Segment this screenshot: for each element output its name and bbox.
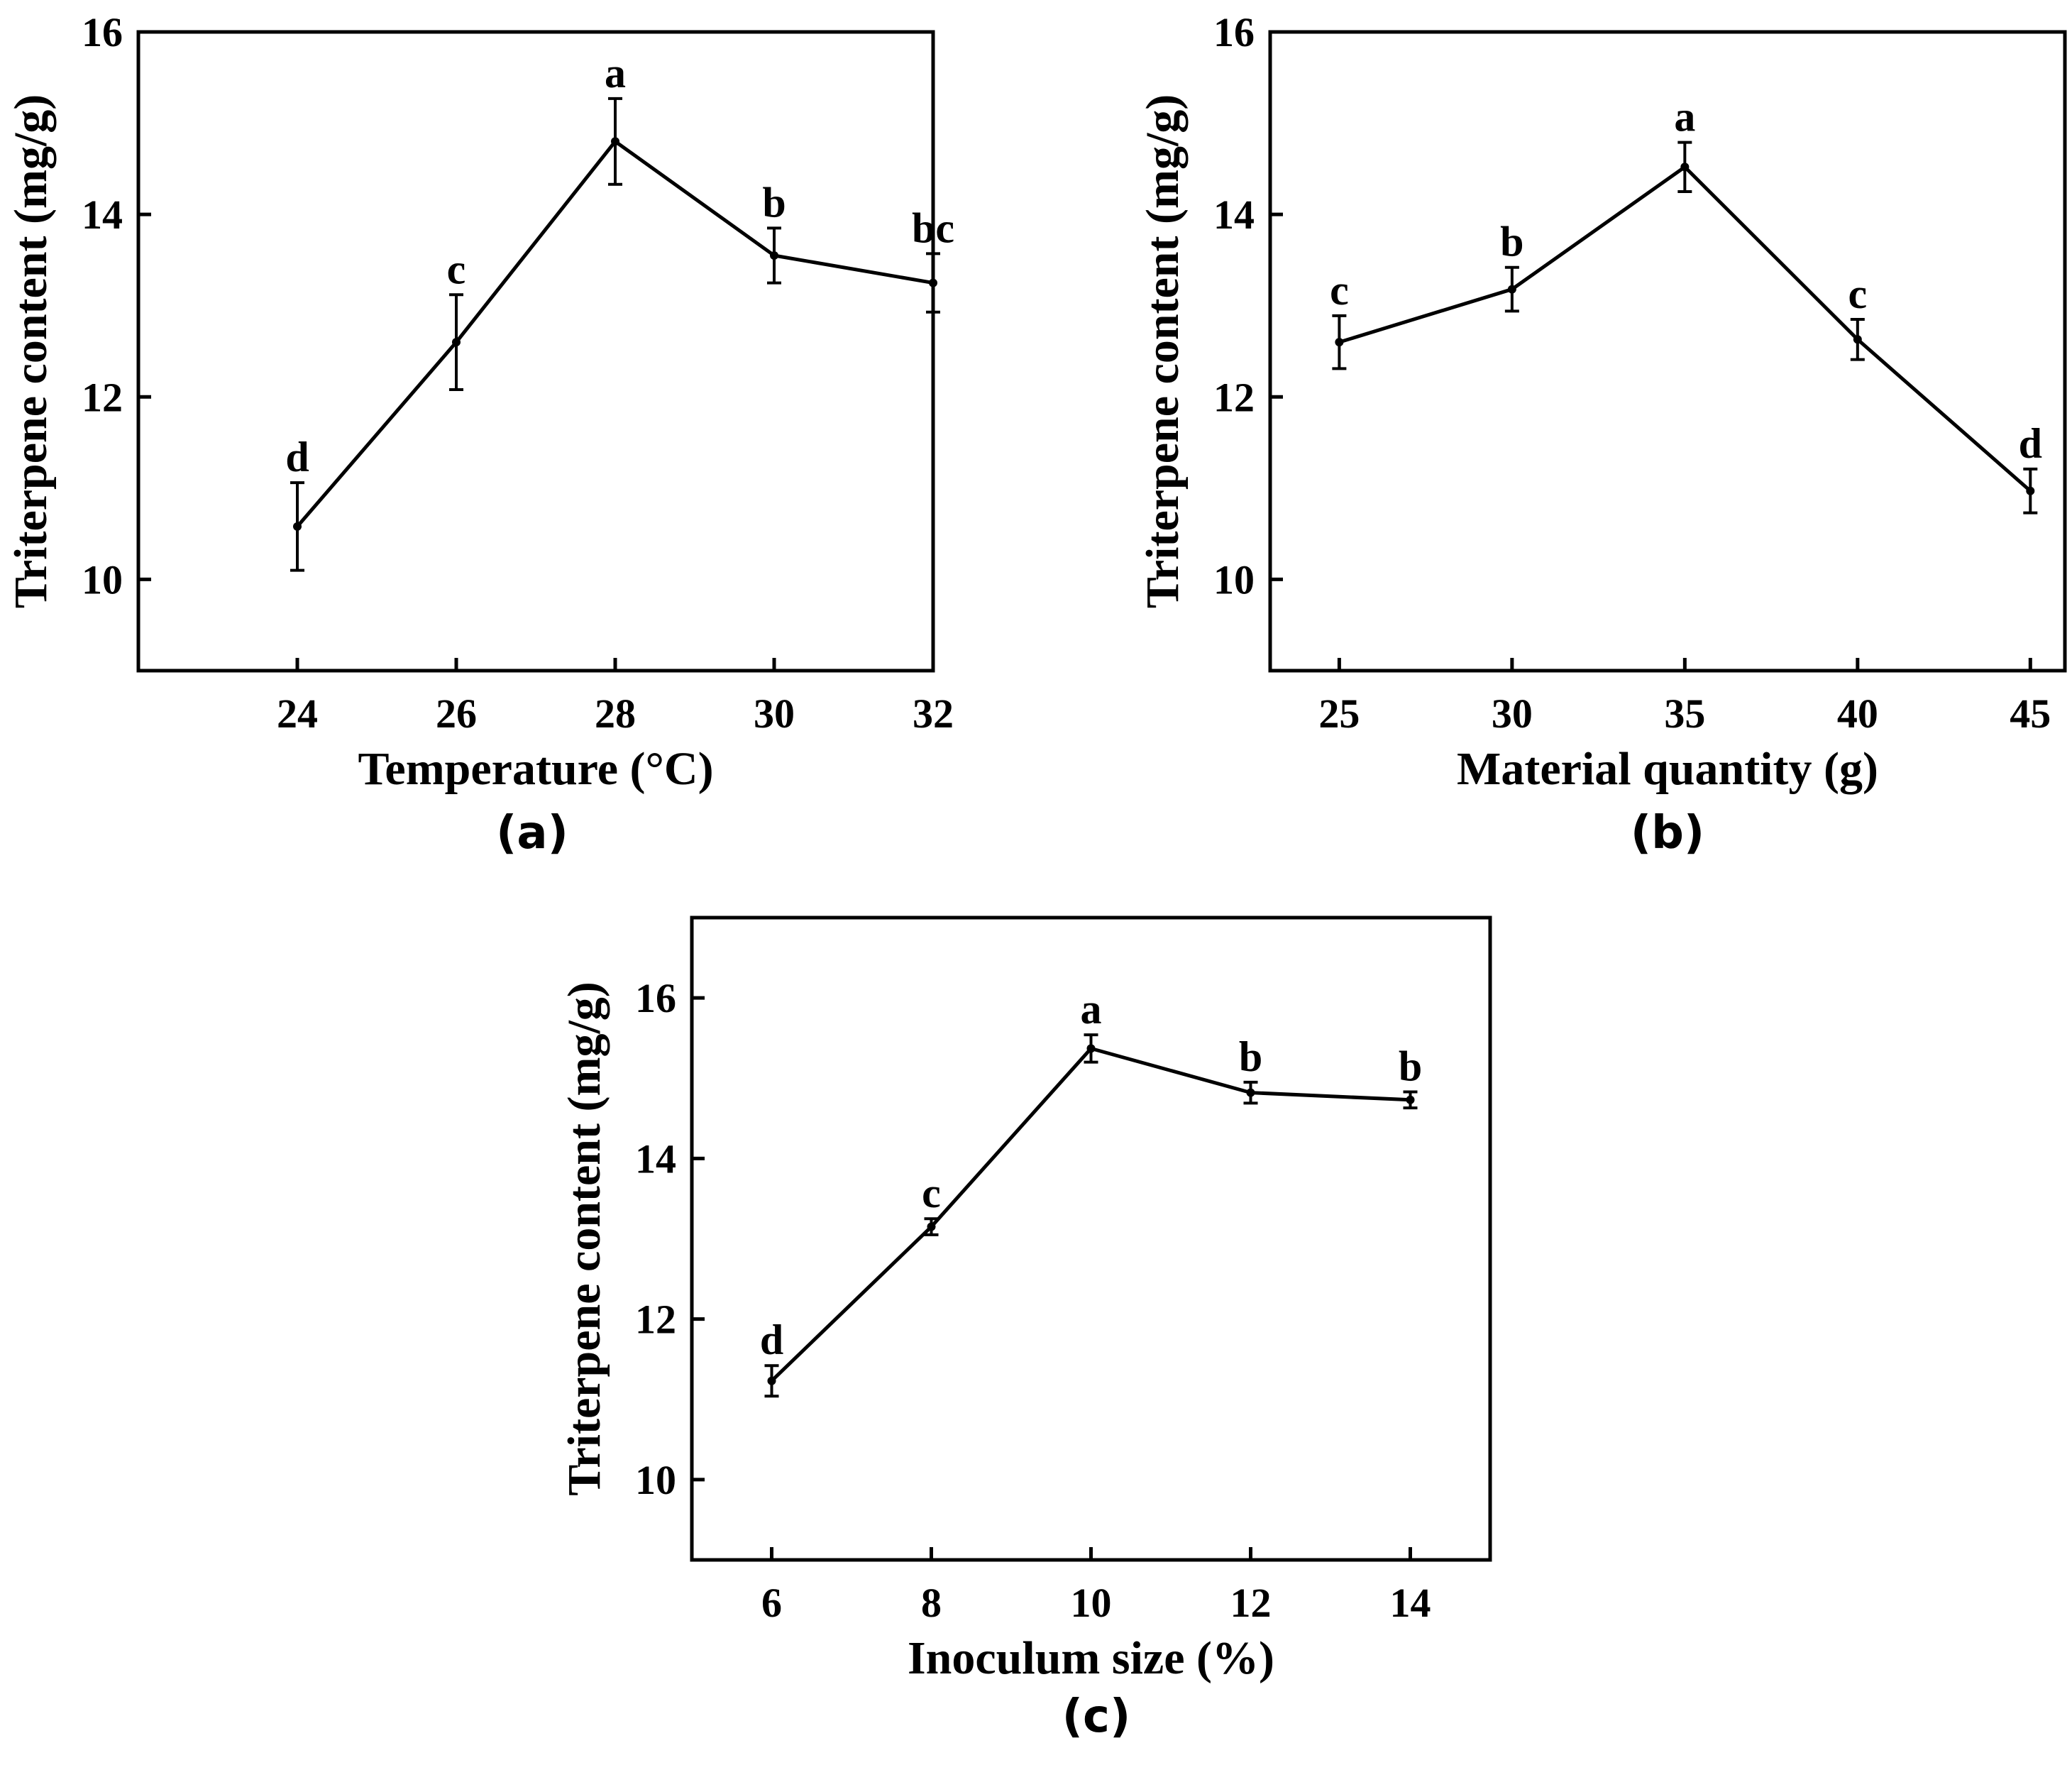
chart-panel-b: 10 12 14 16 25 30 35 40 45 c b a c d Material quanti… [1137, 9, 2067, 859]
significance-label: bc [912, 204, 954, 251]
data-point [929, 278, 937, 287]
significance-label: c [1848, 270, 1868, 317]
data-point [1507, 285, 1516, 294]
significance-label: d [2019, 420, 2042, 467]
x-tick-label: 30 [754, 691, 795, 737]
data-point [1680, 163, 1690, 172]
significance-label: a [605, 50, 626, 97]
data-point [293, 522, 302, 531]
significance-label: c [1330, 267, 1349, 314]
y-tick-label: 12 [1213, 374, 1255, 420]
data-point [1853, 335, 1862, 344]
y-axis-label: Triterpene content (mg/g) [1137, 94, 1189, 609]
x-tick-label: 6 [761, 1580, 782, 1626]
x-axis-label: Temperature (°C) [358, 743, 713, 795]
data-point [611, 137, 619, 146]
x-axis-label: Material quantity (g) [1457, 743, 1878, 795]
significance-label: a [1081, 986, 1102, 1033]
data-point [1086, 1044, 1096, 1053]
y-axis-label: Triterpene content (mg/g) [5, 94, 57, 609]
y-tick-label: 10 [1213, 556, 1255, 603]
panel-caption: (b) [1631, 807, 1704, 859]
y-tick-label: 14 [82, 192, 123, 238]
significance-label: a [1674, 94, 1695, 141]
x-tick-label: 30 [1492, 691, 1533, 737]
significance-label: c [922, 1170, 941, 1216]
panel-caption: (c) [1062, 1690, 1130, 1743]
x-tick-label: 28 [595, 691, 636, 737]
x-tick-label: 8 [921, 1580, 942, 1626]
y-tick-label: 14 [635, 1136, 676, 1182]
x-tick-label: 40 [1837, 691, 1878, 737]
x-tick-label: 10 [1071, 1580, 1112, 1626]
data-point [452, 338, 461, 347]
chart-panel-a: 10 12 14 16 24 26 28 30 32 d c a b bc Temperature (°… [5, 9, 954, 859]
significance-label: d [760, 1316, 783, 1363]
y-tick-label: 12 [82, 374, 123, 420]
y-axis-label: Triterpene content (mg/g) [558, 982, 610, 1496]
data-point [2026, 486, 2035, 495]
significance-label: b [1239, 1033, 1262, 1080]
significance-label: c [447, 246, 466, 292]
data-point [1335, 338, 1344, 347]
x-tick-label: 25 [1318, 691, 1360, 737]
x-tick-label: 26 [436, 691, 477, 737]
significance-label: b [1500, 219, 1523, 265]
significance-label: b [762, 179, 786, 226]
plot-frame [136, 30, 935, 673]
y-tick-label: 10 [635, 1457, 676, 1503]
data-point [1246, 1088, 1255, 1097]
significance-label: b [1399, 1043, 1422, 1089]
y-tick-label: 16 [635, 975, 676, 1021]
y-tick-label: 12 [635, 1297, 676, 1343]
x-tick-label: 24 [277, 691, 318, 737]
data-point [770, 251, 778, 260]
significance-label: d [285, 434, 309, 480]
data-point [1406, 1095, 1415, 1104]
y-tick-label: 14 [1213, 192, 1255, 238]
y-tick-label: 16 [82, 9, 123, 55]
x-tick-label: 12 [1230, 1580, 1272, 1626]
x-tick-label: 14 [1390, 1580, 1431, 1626]
x-tick-label: 35 [1664, 691, 1705, 737]
x-tick-label: 45 [2010, 691, 2051, 737]
data-point [767, 1376, 776, 1385]
data-point [927, 1222, 936, 1231]
x-tick-label: 32 [913, 691, 954, 737]
y-tick-label: 16 [1213, 9, 1255, 55]
panel-caption: (a) [496, 807, 568, 859]
x-axis-label: Inoculum size (%) [908, 1632, 1274, 1684]
y-tick-label: 10 [82, 556, 123, 603]
chart-panel-c: 10 12 14 16 6 8 10 12 14 d c a b b Inoculum size (%)… [558, 916, 1492, 1743]
plot-frame [1268, 30, 2067, 673]
